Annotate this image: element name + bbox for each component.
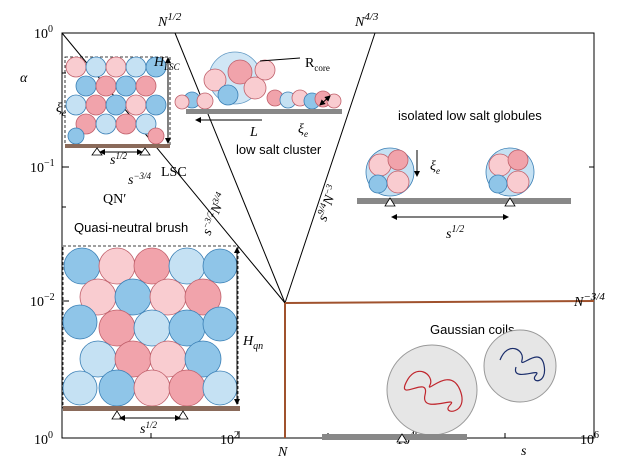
label-part: N	[573, 295, 584, 310]
label-part: 1/2	[145, 420, 157, 430]
y-tick-label: 10−2	[30, 292, 55, 310]
label-part: s	[140, 422, 146, 437]
y-tick-label: 10−1	[30, 158, 55, 176]
x-tick-label: 100	[34, 430, 53, 448]
label-part: s	[110, 153, 116, 168]
label-part: −3/4	[133, 171, 151, 181]
region-label: QN′	[103, 192, 126, 207]
label-part: 1/2	[451, 224, 464, 235]
region-label: Quasi-neutral brush	[74, 220, 188, 235]
inset-lsc-brush	[64, 56, 171, 156]
label-part: e	[436, 166, 440, 176]
inset-qn-brush	[62, 245, 240, 421]
label-part: e	[304, 129, 308, 139]
label-part: N	[157, 15, 168, 30]
inset-label: s1/2	[140, 420, 157, 437]
x-tick-label: 106	[580, 430, 599, 448]
label-part: 1/2	[167, 11, 182, 23]
y-axis-label: α	[20, 71, 28, 86]
region-label: low salt cluster	[236, 142, 322, 157]
boundary-label: N−3/4	[573, 291, 605, 310]
label-part: 3/4	[210, 190, 224, 206]
label-part: ξ	[430, 159, 436, 174]
label-part: ξ	[298, 122, 304, 137]
label-part: H	[242, 334, 254, 349]
label-part: −3/4	[583, 291, 605, 303]
label-part: 0	[48, 24, 53, 35]
label-part: core	[314, 63, 330, 73]
boundary-label: s−3/4	[128, 171, 152, 188]
inset-cluster	[174, 51, 342, 123]
inset-gaussian	[322, 329, 557, 443]
label-part: −2	[44, 292, 55, 303]
label-part: 10	[34, 433, 48, 448]
x-tick-label: 102	[220, 430, 239, 448]
inset-label: ξe	[430, 159, 440, 176]
label-part: e	[62, 108, 66, 118]
inset-label: s1/2	[110, 151, 127, 168]
label-part: 10	[220, 433, 234, 448]
label-part: 10	[34, 27, 48, 42]
boundaries	[61, 32, 595, 438]
inset-globules	[357, 147, 571, 220]
inset-label: ξe	[56, 101, 66, 118]
label-part: s	[128, 173, 134, 188]
x-axis-label: s	[521, 444, 527, 459]
label-part: 10	[30, 161, 44, 176]
region-label: isolated low salt globules	[398, 108, 542, 123]
label-part: 10	[580, 433, 594, 448]
label-part: −1	[44, 158, 55, 169]
label-part: 2	[234, 430, 239, 441]
boundary-label: N1/2	[157, 11, 182, 30]
label-part: 6	[594, 430, 599, 441]
inset-label: HLSC	[153, 55, 181, 72]
label-part: H	[153, 55, 165, 70]
boundary-label: s−3/2N3/4	[198, 190, 230, 238]
inset-label: Hqn	[242, 334, 263, 352]
label-part: s	[316, 213, 332, 223]
inset-label: L	[249, 125, 258, 140]
x-mark-label: N	[277, 445, 288, 460]
y-tick-label: 100	[34, 24, 53, 42]
inset-label: Rcore	[305, 56, 330, 73]
boundary-label: N4/3	[354, 11, 379, 30]
region-label: LSC	[161, 165, 187, 180]
label-part: s	[446, 227, 452, 242]
label-part: 4/3	[364, 11, 379, 23]
label-part: 10	[30, 295, 44, 310]
label-part: −3	[322, 182, 335, 196]
inset-label: ξe	[298, 122, 308, 139]
label-part: 9/4	[315, 201, 328, 216]
label-part: LSC	[163, 62, 181, 72]
boundary-label: s9/4N−3	[314, 182, 342, 223]
label-part: 1/2	[115, 151, 127, 161]
label-part: R	[305, 56, 315, 71]
label-part: N	[354, 15, 365, 30]
inset-label: s1/2	[446, 224, 464, 242]
label-part: ξ	[56, 101, 62, 116]
region-label: Gaussian coils	[430, 322, 515, 337]
label-part: qn	[253, 341, 263, 352]
label-part: s	[200, 226, 216, 237]
label-part: 0	[48, 430, 53, 441]
